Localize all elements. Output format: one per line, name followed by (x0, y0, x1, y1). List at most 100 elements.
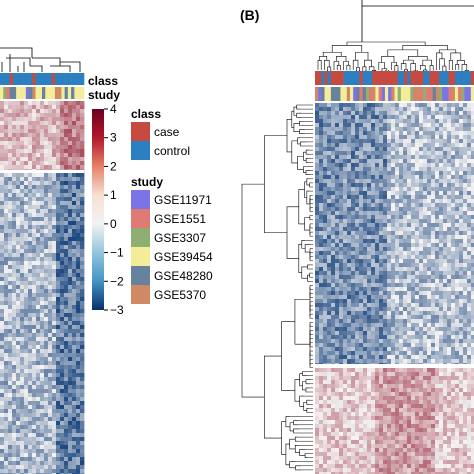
heatmap-cell (16, 425, 21, 430)
heatmap-cell (331, 331, 336, 336)
heatmap-cell (439, 159, 444, 164)
heatmap-cell (355, 291, 360, 296)
heatmap-cell (383, 327, 388, 332)
heatmap-cell (367, 231, 372, 236)
heatmap-cell (8, 173, 13, 178)
heatmap-cell (343, 295, 348, 300)
heatmap-cell (40, 261, 45, 266)
heatmap-cell (443, 207, 448, 212)
heatmap-cell (40, 105, 45, 110)
heatmap-cell (335, 323, 340, 328)
heatmap-cell (60, 133, 65, 138)
heatmap-cell (60, 253, 65, 258)
heatmap-cell (407, 131, 412, 136)
heatmap-cell (16, 461, 21, 466)
heatmap-cell (371, 275, 376, 280)
heatmap-cell (471, 235, 474, 240)
heatmap-cell (52, 137, 57, 142)
heatmap-cell (347, 107, 352, 112)
colorbar-tick-label: 3 (110, 131, 117, 145)
heatmap-cell (323, 179, 328, 184)
heatmap-cell (391, 259, 396, 264)
heatmap-cell (367, 315, 372, 320)
heatmap-cell (4, 301, 9, 306)
heatmap-cell (359, 107, 364, 112)
heatmap-cell (56, 205, 61, 210)
heatmap-cell (367, 271, 372, 276)
heatmap-cell (387, 119, 392, 124)
heatmap-cell (371, 203, 376, 208)
heatmap-cell (363, 115, 368, 120)
heatmap-cell (375, 251, 380, 256)
heatmap-cell (419, 167, 424, 172)
heatmap-cell (20, 213, 25, 218)
study-cell (429, 87, 433, 101)
heatmap-cell (427, 159, 432, 164)
heatmap-cell (443, 227, 448, 232)
heatmap-cell (407, 115, 412, 120)
heatmap-cell (4, 317, 9, 322)
heatmap-cell (0, 381, 5, 386)
heatmap-cell (28, 437, 33, 442)
heatmap-cell (407, 199, 412, 204)
heatmap-cell (4, 281, 9, 286)
heatmap-cell (383, 143, 388, 148)
heatmap-cell (415, 335, 420, 340)
heatmap-cell (44, 301, 49, 306)
heatmap-cell (419, 115, 424, 120)
heatmap-cell (427, 235, 432, 240)
heatmap-cell (319, 235, 324, 240)
heatmap-cell (419, 231, 424, 236)
heatmap-cell (455, 231, 460, 236)
heatmap-cell (20, 289, 25, 294)
heatmap-cell (407, 103, 412, 108)
heatmap-cell (343, 195, 348, 200)
heatmap-cell (28, 381, 33, 386)
heatmap-cell (415, 191, 420, 196)
heatmap-cell (68, 137, 73, 142)
heatmap-cell (339, 323, 344, 328)
legend-swatch (131, 228, 150, 247)
heatmap-cell (427, 247, 432, 252)
heatmap-cell (343, 287, 348, 292)
heatmap-cell (339, 271, 344, 276)
heatmap-cell (52, 325, 57, 330)
heatmap-cell (427, 227, 432, 232)
dendrogram-branch (296, 112, 302, 118)
heatmap-cell (48, 461, 53, 466)
dendrogram-branch (306, 408, 309, 413)
heatmap-cell (44, 117, 49, 122)
heatmap-cell (355, 251, 360, 256)
heatmap-cell (371, 343, 376, 348)
dendrogram-branch (300, 141, 307, 147)
heatmap-cell (335, 239, 340, 244)
heatmap-cell (367, 131, 372, 136)
heatmap-cell (359, 247, 364, 252)
heatmap-cell (48, 161, 53, 166)
class-cell (77, 73, 82, 85)
dendrogram-branch (298, 189, 305, 225)
heatmap-cell (16, 129, 21, 134)
heatmap-cell (40, 185, 45, 190)
heatmap-cell (44, 437, 49, 442)
heatmap-cell (20, 353, 25, 358)
heatmap-cell (427, 323, 432, 328)
heatmap-cell (423, 231, 428, 236)
heatmap-cell (68, 197, 73, 202)
heatmap-cell (403, 143, 408, 148)
heatmap-cell (339, 235, 344, 240)
heatmap-cell (419, 347, 424, 352)
heatmap-cell (375, 231, 380, 236)
heatmap-cell (411, 123, 416, 128)
heatmap-cell (12, 413, 17, 418)
heatmap-cell (40, 153, 45, 158)
heatmap-cell (435, 267, 440, 272)
heatmap-cell (40, 253, 45, 258)
heatmap-cell (323, 139, 328, 144)
heatmap-cell (12, 189, 17, 194)
heatmap-cell (72, 465, 77, 470)
heatmap-cell (395, 175, 400, 180)
heatmap-cell (80, 373, 85, 378)
heatmap-cell (443, 115, 448, 120)
heatmap-cell (391, 255, 396, 260)
